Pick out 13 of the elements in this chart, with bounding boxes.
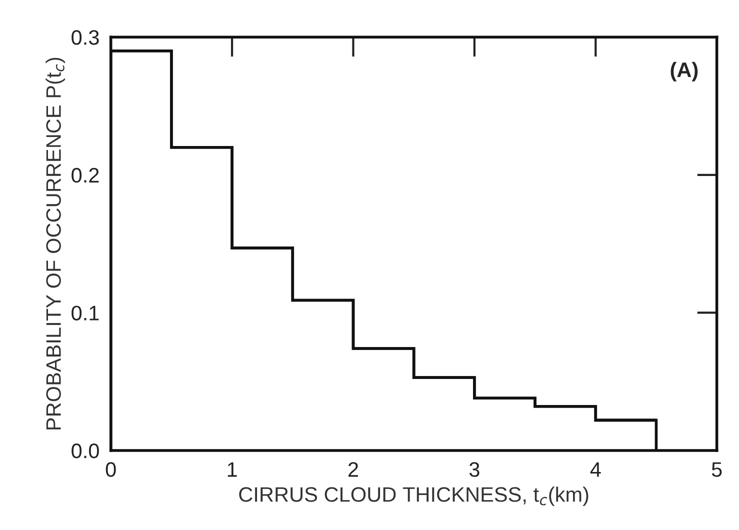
y-tick-label: 0.1 xyxy=(72,306,99,320)
x-tick-label: 3 xyxy=(469,462,480,477)
x-tick-label: 4 xyxy=(590,462,601,477)
y-tick-label: 0.0 xyxy=(72,444,99,458)
x-tick-label: 1 xyxy=(228,462,237,477)
x-tick-label: 2 xyxy=(348,462,358,477)
annotation: (A) xyxy=(670,62,698,82)
x-axis-title: CIRRUS CLOUD THICKNESS, t$_{c}$(km) xyxy=(239,486,588,506)
x-tick-label: 5 xyxy=(712,462,722,477)
x-tick-label: 0 xyxy=(106,462,116,477)
y-axis-title: PROBABILITY OF OCCURRENCE P(t$_{c}$) xyxy=(46,58,66,430)
y-tick-label: 0.3 xyxy=(72,30,99,45)
y-tick-label: 0.2 xyxy=(72,168,99,183)
